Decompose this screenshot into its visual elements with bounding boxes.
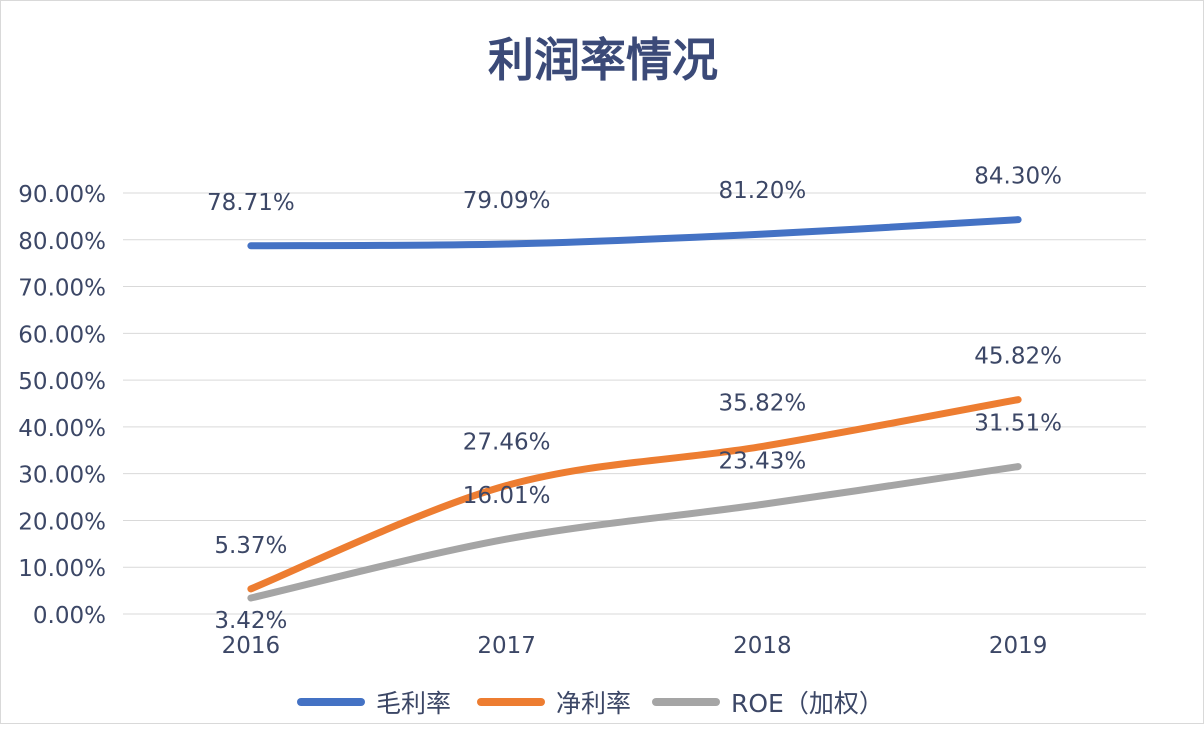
y-tick-label: 30.00% [18, 463, 106, 489]
x-tick-label: 2016 [222, 633, 281, 659]
series-line [247, 463, 1022, 602]
data-label: 27.46% [463, 430, 551, 456]
legend-item: ROE（加权） [652, 689, 884, 718]
y-tick-label: 70.00% [18, 276, 106, 302]
data-label: 81.20% [719, 178, 807, 204]
legend-label: 毛利率 [376, 689, 451, 718]
series-line [247, 396, 1022, 593]
legend-label: 净利率 [556, 689, 631, 718]
data-label: 5.37% [214, 533, 287, 559]
data-label: 84.30% [974, 164, 1062, 190]
data-label: 16.01% [463, 483, 551, 509]
x-tick-label: 2018 [733, 633, 792, 659]
y-tick-label: 0.00% [33, 603, 106, 629]
legend-item: 毛利率 [297, 689, 451, 718]
legend-label: ROE（加权） [731, 689, 884, 718]
data-label: 35.82% [719, 390, 807, 416]
y-tick-label: 60.00% [18, 322, 106, 348]
data-label: 78.71% [207, 190, 295, 216]
y-tick-label: 80.00% [18, 229, 106, 255]
x-tick-label: 2019 [989, 633, 1048, 659]
chart-title: 利润率情况 [488, 33, 718, 87]
y-tick-label: 10.00% [18, 556, 106, 582]
data-label: 23.43% [719, 448, 807, 474]
y-tick-label: 50.00% [18, 369, 106, 395]
x-tick-label: 2017 [477, 633, 536, 659]
data-label: 3.42% [214, 608, 287, 634]
series-line [247, 216, 1022, 250]
data-label: 45.82% [974, 344, 1062, 370]
data-label: 79.09% [463, 188, 551, 214]
y-tick-label: 40.00% [18, 416, 106, 442]
legend-item: 净利率 [477, 689, 631, 718]
y-tick-label: 20.00% [18, 509, 106, 535]
data-label: 31.51% [974, 411, 1062, 437]
y-tick-label: 90.00% [18, 182, 106, 208]
